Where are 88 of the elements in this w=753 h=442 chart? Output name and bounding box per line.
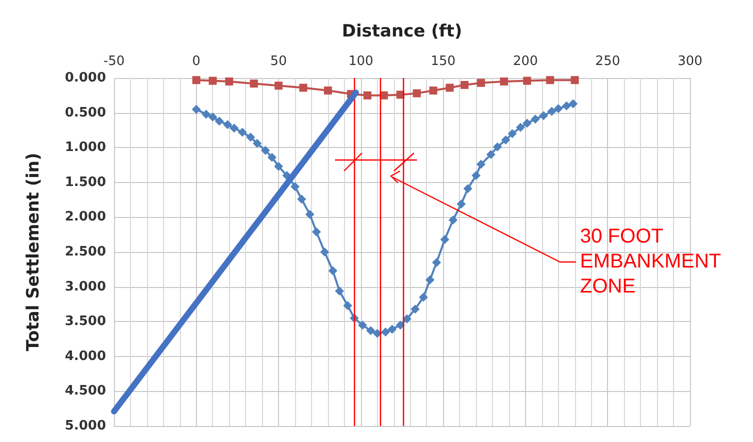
y-tick-label: 3.500 [64,314,106,330]
point [472,170,481,180]
point [305,210,314,219]
point [418,292,428,302]
point [238,128,247,137]
point [192,104,201,114]
x-tick-label: 300 [678,54,702,69]
point [546,76,554,84]
y-tick-label: 3.000 [64,279,106,294]
point [388,324,397,334]
point [366,326,376,336]
y-tick-label: 2.000 [64,210,106,225]
point [192,76,200,84]
x-tick-label: 150 [430,54,456,69]
point [523,76,532,85]
y-tick-label: 4.500 [64,384,106,399]
point [274,82,283,90]
point [429,86,438,95]
point [486,150,496,160]
point [290,182,300,192]
point [358,320,368,330]
point [223,120,232,130]
point [343,301,352,310]
point [412,89,421,98]
point [554,104,563,114]
point [516,122,525,132]
point [324,86,332,95]
point [530,114,540,124]
point [396,320,405,330]
point [260,146,270,155]
point [372,328,382,338]
point [246,132,256,142]
point [446,84,454,92]
point [410,304,420,314]
point [402,314,412,324]
y-tick-label: 0.000 [64,70,106,86]
point [476,78,485,87]
point [267,152,276,162]
point [297,194,306,204]
point [208,76,217,85]
point [225,77,234,86]
point [508,129,517,138]
point [440,234,450,244]
y-axis-title: Total Settlement (in) [24,152,44,352]
point [501,135,510,144]
point [500,77,508,86]
x-tick-label: 0 [192,54,200,69]
point [456,199,466,208]
point [539,111,548,120]
x-tick-label: 100 [348,54,374,69]
point [492,142,502,152]
y-tick-label: 4.000 [64,348,106,364]
point [432,258,442,267]
point [334,286,344,296]
y-tick-label: 1.000 [64,140,106,156]
point [476,160,486,169]
point [214,116,224,126]
x-tick-label: 250 [595,54,620,69]
x-tick-label: -50 [103,54,125,69]
point [463,184,472,194]
point [425,275,434,284]
x-tick-label: 50 [270,54,287,69]
point [312,227,321,236]
point [570,76,579,84]
point [363,91,372,100]
point [274,162,284,171]
y-tick-label: 1.500 [64,174,106,190]
point [252,138,262,148]
x-tick-label: 200 [513,54,538,69]
annotation: 30 FOOT EMBANKMENT ZONE [580,226,722,298]
y-tick-label: 0.500 [64,105,106,120]
point [381,328,390,337]
point [328,266,338,276]
y-tick-label: 5.000 [64,418,106,434]
point [562,101,572,110]
point [460,80,469,89]
point [250,80,258,88]
point [299,84,308,92]
point [522,118,532,128]
point [448,215,458,224]
x-axis-title: Distance (ft) [342,22,462,42]
point [547,106,556,116]
point [568,99,578,108]
point [320,248,330,256]
point [208,112,218,122]
y-tick-label: 2.500 [64,244,106,260]
point [202,110,211,119]
point [230,124,239,133]
